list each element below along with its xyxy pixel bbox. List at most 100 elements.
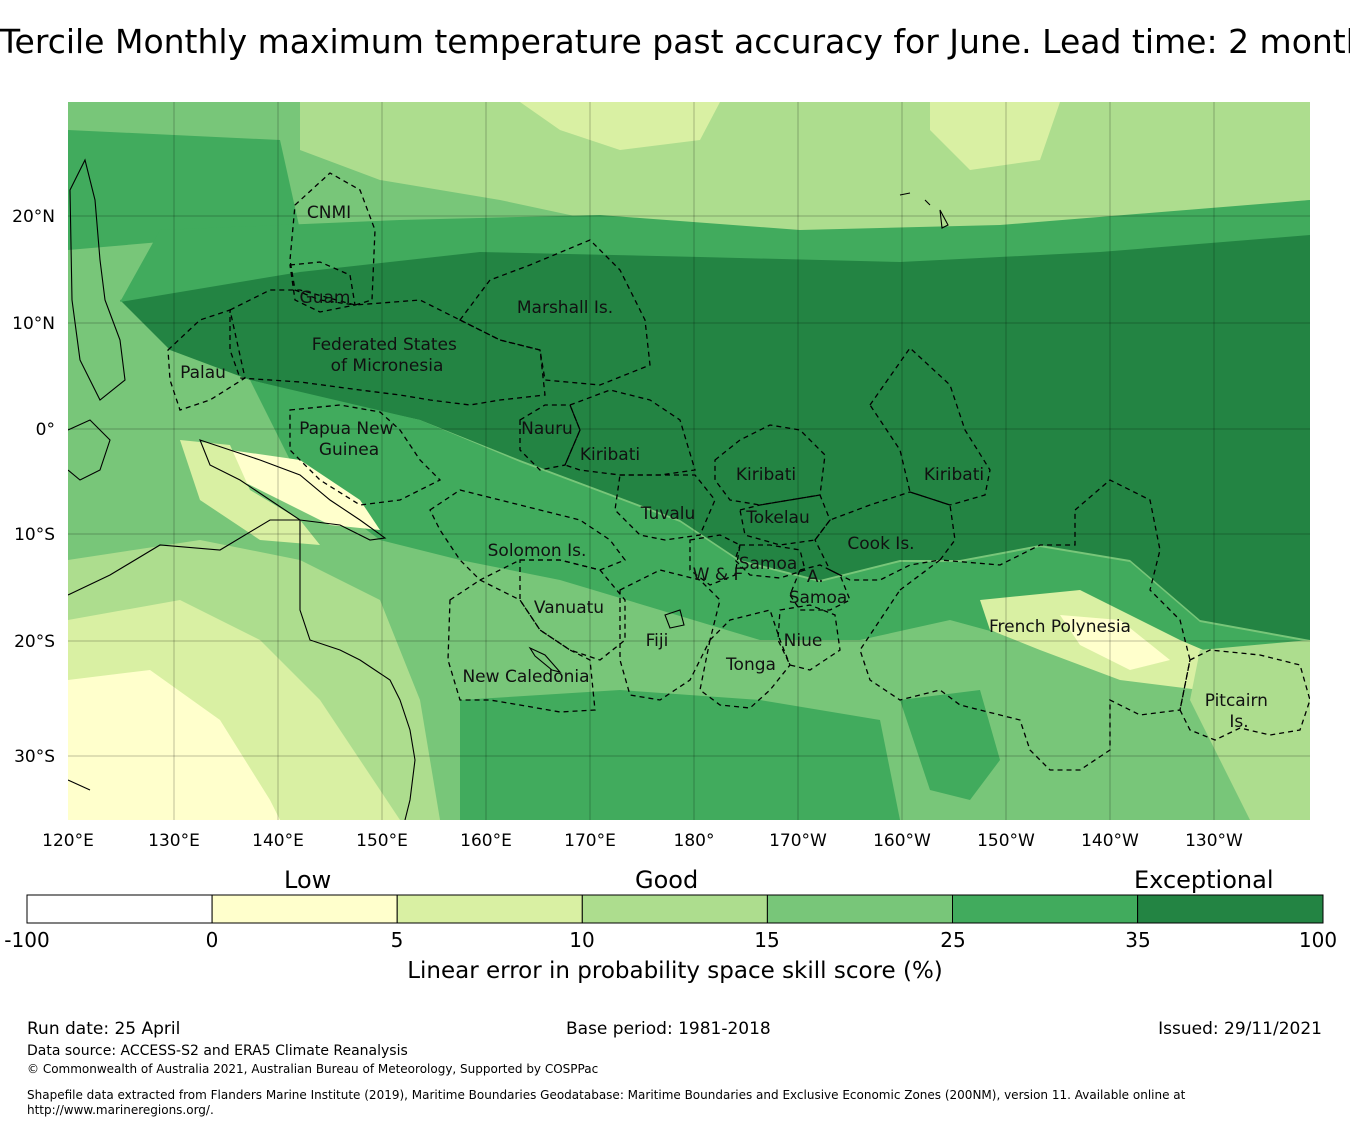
region-label-nauru: Nauru: [521, 419, 573, 439]
eez-guam: [289, 261, 356, 313]
lon-tick-label: 180°: [674, 831, 715, 851]
eez-nauru: [519, 404, 581, 471]
philippines-coast: [69, 158, 126, 401]
colorbar-tick: 0: [205, 928, 219, 952]
fiji-coast: [664, 609, 685, 629]
lon-tick-label: 130°W: [1185, 831, 1243, 851]
coastlines: [68, 158, 949, 820]
eez-wf: [689, 534, 741, 586]
skill-field-north-pale: [520, 102, 720, 150]
png-coast: [199, 439, 387, 541]
skill-field-south-mid: [460, 690, 900, 820]
base-period: Base period: 1981-2018: [566, 1019, 771, 1039]
eez-new-caledonia: [447, 579, 596, 713]
run-date: Run date: 25 April: [27, 1019, 181, 1039]
lat-tick-label: 10°S: [14, 525, 55, 545]
eez-boundaries: [167, 172, 1310, 771]
colorbar-bin: [766, 894, 954, 924]
region-label-cnmi: CNMI: [307, 203, 351, 223]
eez-tokelau: [739, 494, 831, 546]
skill-field-south-dark: [900, 690, 1000, 800]
colorbar-tick: 15: [754, 928, 780, 952]
lat-axis: 20°N 10°N 0° 10°S 20°S 30°S: [12, 207, 55, 767]
region-label-kiribati-west: Kiribati: [580, 445, 640, 465]
lon-tick-label: 160°E: [460, 831, 512, 851]
eez-fsm: [229, 289, 546, 406]
data-source: Data source: ACCESS-S2 and ERA5 Climate …: [27, 1043, 408, 1059]
region-labels: CNMI Guam Marshall Is. Federated States …: [180, 203, 1274, 732]
skill-field-png-mid: [180, 440, 320, 545]
lon-tick-label: 170°E: [564, 831, 616, 851]
colorbar: [26, 894, 1324, 924]
colorbar-tick: 25: [940, 928, 966, 952]
skill-field-north-light: [300, 102, 1310, 250]
eez-french-polynesia: [859, 479, 1191, 771]
region-label-american-samoa: A. Samoa: [789, 567, 848, 608]
colorbar-tick: 5: [390, 928, 404, 952]
region-label-new-caledonia: New Caledonia: [462, 667, 589, 687]
lat-tick-label: 10°N: [12, 314, 55, 334]
eez-tonga: [699, 609, 791, 709]
map-title: Tercile Monthly maximum temperature past…: [0, 22, 1350, 61]
colorbar-category-low: Low: [284, 866, 332, 894]
colorbar-bin: [26, 894, 213, 924]
eez-tuvalu: [614, 474, 716, 541]
region-label-tokelau: Tokelau: [745, 508, 810, 528]
colorbar-bin: [581, 894, 768, 924]
eez-niue: [777, 604, 841, 671]
lon-axis: 120°E 130°E 140°E 150°E 160°E 170°E 180°…: [42, 831, 1243, 851]
region-label-palau: Palau: [180, 363, 226, 383]
region-label-samoa: Samoa: [739, 554, 798, 574]
skill-field-australia-yellow: [68, 670, 280, 820]
lon-tick-label: 170°W: [769, 831, 827, 851]
colorbar-tick: 10: [569, 928, 595, 952]
eez-samoa: [734, 544, 806, 579]
borneo-coast: [68, 419, 111, 481]
skill-field-pitcairn-light: [1190, 640, 1310, 820]
eez-cook: [814, 491, 956, 581]
lon-tick-label: 130°E: [148, 831, 200, 851]
eez-palau: [167, 309, 246, 411]
region-label-pitcairn-is: Pitcairn Is.: [1205, 691, 1274, 732]
region-label-tonga: Tonga: [725, 655, 776, 675]
colorbar-tick: 35: [1125, 928, 1151, 952]
skill-field-nw: [68, 130, 300, 250]
eez-fiji: [619, 569, 721, 701]
skill-field-png-light: [230, 450, 380, 530]
colorbar-title: Linear error in probability space skill …: [407, 958, 943, 984]
region-label-tuvalu: Tuvalu: [640, 504, 696, 524]
lon-tick-label: 140°W: [1081, 831, 1139, 851]
region-label-fiji: Fiji: [646, 631, 669, 651]
lat-tick-label: 20°N: [12, 207, 55, 227]
region-label-kiribati-east: Kiribati: [924, 465, 984, 485]
eez-png: [289, 404, 442, 506]
lon-tick-label: 150°E: [356, 831, 408, 851]
lat-tick-label: 20°S: [14, 632, 55, 652]
skill-field-dark-band: [120, 230, 1310, 640]
region-label-cook-is: Cook Is.: [847, 534, 914, 554]
hawaii-coast: [899, 192, 949, 229]
region-label-guam: Guam: [300, 288, 351, 308]
eez-am-samoa: [789, 564, 851, 611]
region-label-png: Papua New Guinea: [299, 419, 399, 460]
lon-tick-label: 140°E: [252, 831, 304, 851]
eez-cnmi: [289, 172, 376, 306]
region-label-wallis-futuna: W & F: [693, 565, 744, 585]
issued-date: Issued: 29/11/2021: [1158, 1019, 1322, 1039]
region-label-niue: Niue: [784, 631, 823, 651]
new-caledonia-coast: [528, 646, 562, 673]
lon-tick-label: 150°W: [977, 831, 1035, 851]
region-label-marshall-is: Marshall Is.: [517, 298, 613, 318]
shapefile-credit: Shapefile data extracted from Flanders M…: [27, 1088, 1186, 1117]
region-label-kiribati-central: Kiribati: [736, 465, 796, 485]
colorbar-bin: [1137, 894, 1324, 924]
colorbar-bin: [952, 894, 1139, 924]
copyright-line: © Commonwealth of Australia 2021, Austra…: [27, 1062, 599, 1076]
region-label-solomon-is: Solomon Is.: [488, 541, 587, 561]
colorbar-category-exceptional: Exceptional: [1134, 866, 1274, 894]
lat-tick-label: 0°: [36, 420, 55, 440]
region-label-vanuatu: Vanuatu: [534, 598, 604, 618]
skill-field-french-poly-pale: [1060, 615, 1170, 670]
region-label-french-polynesia: French Polynesia: [989, 617, 1131, 637]
